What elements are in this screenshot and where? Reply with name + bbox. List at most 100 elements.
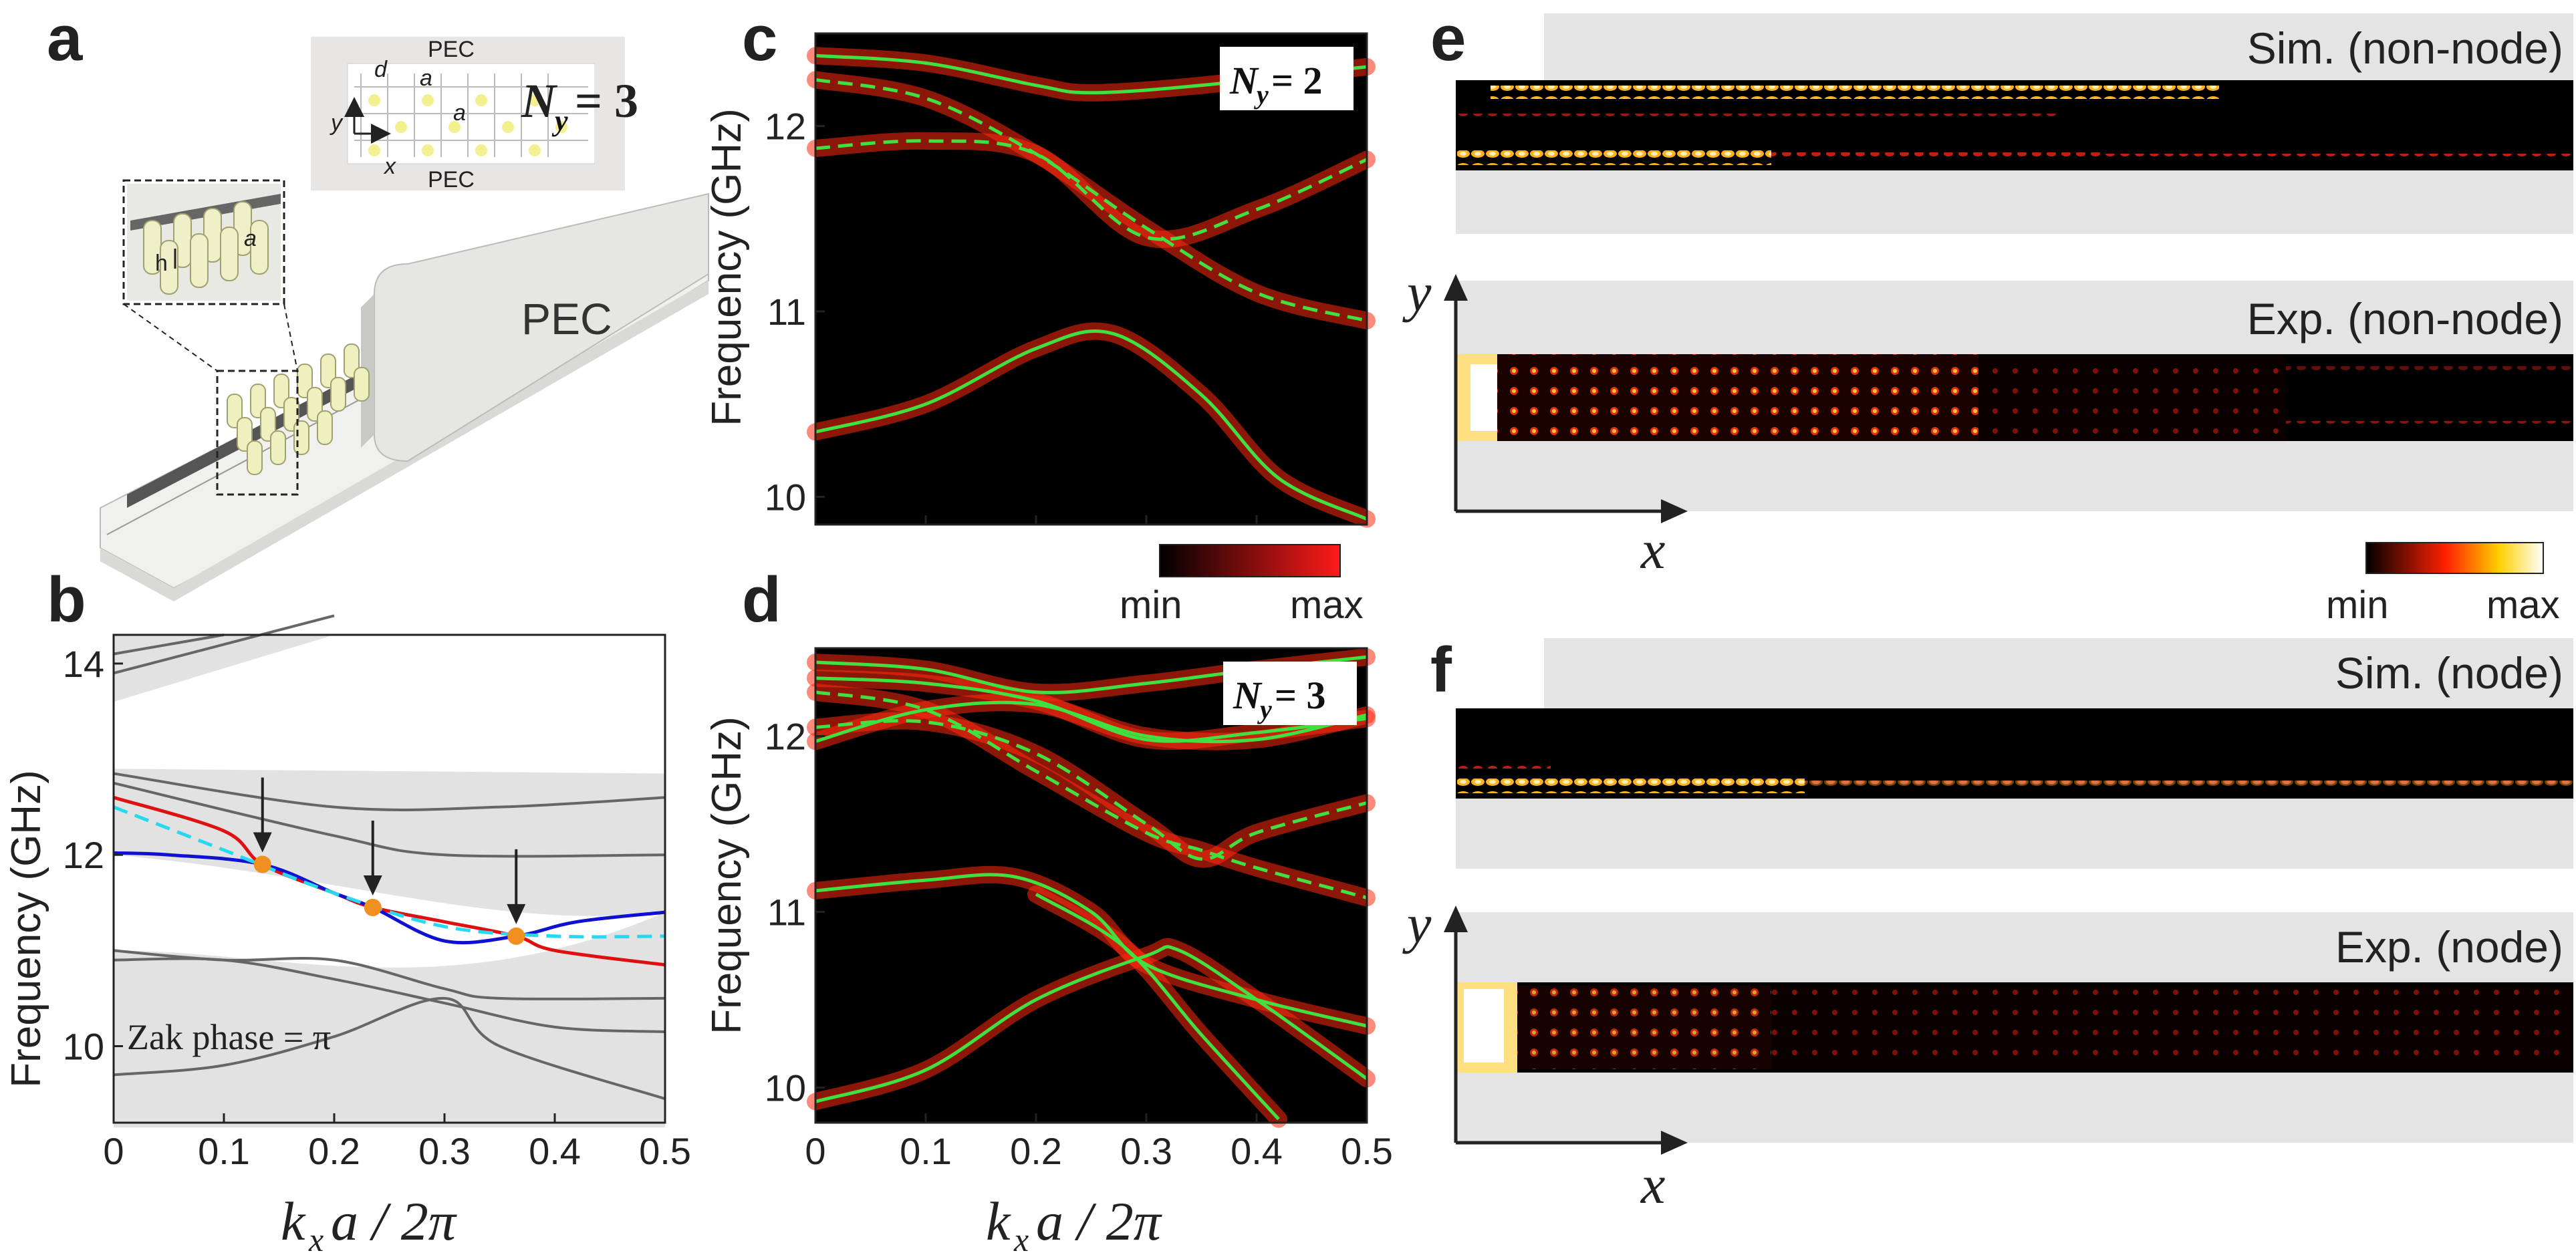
b-x-axis-label: k x a / 2π — [281, 1191, 457, 1258]
sim-non-node-map: Sim. (non-node) — [1456, 13, 2573, 234]
bulk-band-line-0 — [113, 634, 225, 656]
c-ny-badge: N y = 2 — [1220, 47, 1354, 110]
svg-text:N: N — [1229, 59, 1259, 102]
svg-text:x: x — [308, 1221, 324, 1258]
d-xtick-label-2: 0.2 — [1010, 1130, 1062, 1172]
d-series-line-6 — [815, 945, 1368, 1103]
bulk-band-line-2 — [113, 772, 666, 811]
degeneracy-point-0 — [253, 855, 271, 873]
bulk-band-line-1 — [113, 614, 335, 675]
c-ytick-label-2: 12 — [765, 106, 806, 148]
c-series-line-3 — [815, 329, 1368, 521]
c-ytick-label-0: 10 — [765, 476, 806, 518]
svg-text:y: y — [1257, 694, 1272, 724]
band-structure-plot-c: 10 11 12 — [765, 32, 1376, 528]
e-x-axis: x — [1640, 519, 1665, 580]
d-xtick-label-3: 0.3 — [1120, 1130, 1172, 1172]
d-x-axis-label: k x a / 2π — [986, 1191, 1162, 1258]
bulk-band-line-5 — [113, 957, 666, 1034]
c-plot-background — [815, 33, 1367, 525]
d-series-line-7 — [1035, 893, 1280, 1121]
a-spacing-label-2: a — [453, 100, 466, 126]
colorbar-cd: min max — [1120, 544, 1364, 627]
d-series-line-2 — [815, 700, 1368, 744]
d-xtick-label-1: 0.1 — [900, 1130, 952, 1172]
bulk-band-lower — [114, 912, 665, 1128]
d-ytick-label-0: 10 — [765, 1067, 806, 1109]
bulk-band-line-3 — [113, 781, 666, 858]
schematic-x-axis: x — [383, 154, 396, 179]
colorbar-ef: min max — [2326, 542, 2560, 627]
panel-a: a PEC — [47, 3, 709, 601]
b-y-axis-label: Frequency (GHz) — [3, 770, 49, 1087]
d-ytick-label-2: 12 — [765, 715, 806, 757]
svg-text:= 3: = 3 — [575, 74, 638, 128]
sim-node-title: Sim. (node) — [2335, 648, 2563, 698]
bottom-pec-label: PEC — [428, 167, 475, 192]
svg-text:y: y — [551, 104, 568, 137]
panel-e: e Sim. (non-node) Exp. (non-node) — [1402, 3, 2573, 580]
b-xtick-label-3: 0.3 — [418, 1130, 471, 1172]
f-x-axis: x — [1640, 1154, 1665, 1215]
d-plot-frame — [814, 647, 1368, 1124]
d-series-line-3 — [815, 690, 1368, 899]
c-series-line-1 — [815, 78, 1368, 323]
marker-arrow-head-0 — [253, 832, 272, 853]
colorbar-cd-min: min — [1120, 583, 1182, 627]
f-y-axis: y — [1402, 893, 1432, 954]
svg-text:a / 2π: a / 2π — [1036, 1191, 1162, 1252]
colorbar-ef-max: max — [2486, 583, 2560, 627]
svg-text:= 2: = 2 — [1271, 59, 1323, 102]
bulk-band-line-6 — [113, 996, 666, 1101]
exp-node-title: Exp. (node) — [2335, 922, 2563, 972]
panel-label-f: f — [1430, 634, 1452, 706]
svg-text:y: y — [1254, 80, 1269, 110]
f-axes: y x — [1402, 893, 1688, 1215]
b-xtick-label-0: 0 — [103, 1130, 124, 1172]
colorbar-ef-min: min — [2326, 583, 2388, 627]
a-spacing-label: a — [420, 65, 432, 91]
b-ytick-label-2: 14 — [63, 643, 104, 685]
b-xtick-label-2: 0.2 — [308, 1130, 360, 1172]
d-xtick-label-5: 0.5 — [1341, 1130, 1393, 1172]
svg-text:k: k — [281, 1191, 306, 1252]
panel-label-d: d — [742, 564, 781, 636]
svg-text:a / 2π: a / 2π — [331, 1191, 457, 1252]
d-xtick-label-4: 0.4 — [1231, 1130, 1283, 1172]
radius-label: a — [244, 226, 257, 251]
d-ytick-label-1: 11 — [767, 891, 806, 933]
sim-node-map: Sim. (node) — [1456, 638, 2573, 869]
d-xtick-label-0: 0 — [805, 1130, 825, 1172]
d-y-axis-label: Frequency (GHz) — [704, 716, 750, 1034]
panel-d: d 10 11 12 0 0.1 0.2 0.3 0.4 0.5 Frequency (GHz)… — [704, 564, 1393, 1258]
d-ny-badge: N y = 3 — [1223, 662, 1357, 725]
zak-phase-annotation: Zak phase = π — [127, 1017, 331, 1057]
pec-waveguide-label: PEC — [521, 294, 612, 343]
c-plot-frame — [814, 32, 1368, 526]
ny-label: N y = 3 — [521, 74, 638, 137]
band-structure-plot-b: 10 12 14 0 0.1 0.2 0.3 0.4 0.5 — [63, 614, 691, 1172]
degeneracy-point-2 — [507, 927, 525, 945]
b-series-line-2 — [113, 805, 666, 939]
pillar-zoom-inset: h a — [122, 179, 298, 372]
svg-text:k: k — [986, 1191, 1011, 1252]
exp-non-node-title: Exp. (non-node) — [2247, 294, 2563, 343]
b-ytick-label-1: 12 — [63, 834, 104, 876]
panel-label-c: c — [742, 3, 777, 74]
c-y-axis-label: Frequency (GHz) — [704, 108, 750, 426]
b-xtick-label-5: 0.5 — [639, 1130, 691, 1172]
svg-text:N: N — [1233, 674, 1263, 717]
bulk-band-top — [114, 635, 334, 702]
d-label: d — [374, 57, 388, 82]
b-plot-frame — [112, 634, 666, 1124]
panel-label-a: a — [47, 3, 83, 74]
top-pec-label: PEC — [428, 37, 475, 62]
panel-label-e: e — [1430, 3, 1466, 74]
b-xtick-label-1: 0.1 — [198, 1130, 250, 1172]
svg-text:x: x — [1013, 1221, 1029, 1258]
degeneracy-point-1 — [364, 898, 382, 916]
sim-non-node-title: Sim. (non-node) — [2247, 23, 2563, 73]
c-series-line-2 — [815, 139, 1368, 241]
height-label: h — [155, 251, 168, 276]
